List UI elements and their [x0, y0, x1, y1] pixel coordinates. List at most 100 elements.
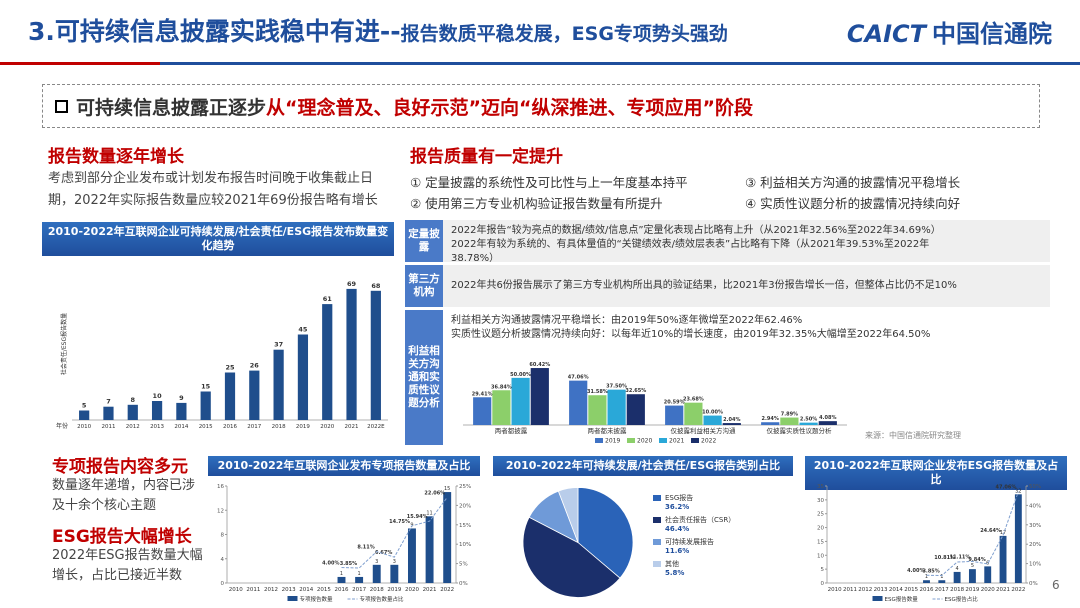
text-line: 2022年报告“较为亮点的数据/绩效/信息点”定量化表现占比略有上升（从2021… [451, 225, 941, 236]
x-tick-label: 2016 [335, 587, 349, 593]
bar [79, 410, 90, 420]
legend-label: 其他 [665, 559, 679, 568]
bar [425, 516, 434, 583]
y-tick-label: 5 [821, 567, 825, 573]
chart-title: 2010-2022年互联网企业发布专项报告数量及占比 [208, 456, 480, 476]
data-label: 15.94% [407, 514, 428, 520]
bar [999, 535, 1007, 583]
bar [665, 405, 684, 425]
x-tick-label: 2015 [317, 587, 331, 593]
legend-label: ESG报告 [665, 493, 693, 502]
x-tick-label: 2010 [229, 587, 243, 593]
text-line: 38.78%） [451, 253, 500, 264]
legend-swatch [653, 495, 661, 501]
y2-tick-label: 0% [1029, 581, 1038, 587]
row-label: 利益相关方沟通和实质性议题分析 [405, 310, 443, 445]
x-tick-label: 2013 [282, 587, 296, 593]
legend-swatch [691, 438, 699, 443]
data-label: 15 [444, 486, 450, 492]
x-tick-label: 2013 [874, 587, 888, 593]
data-label: 14.75% [389, 519, 410, 525]
data-label: 1 [340, 571, 343, 577]
text-line: 2022年有较为系统的、有具体量值的“关键绩效表/绩效层表表”占比略有下降（从2… [451, 239, 930, 250]
text-line: 数量逐年递增，内容已涉 [52, 478, 196, 493]
legend-label: 2022 [701, 438, 716, 445]
data-label: 32.65% [625, 388, 646, 394]
legend-label: 专项报告数量 [300, 595, 334, 603]
legend-swatch [659, 438, 667, 443]
y2-tick-label: 15% [459, 523, 471, 529]
logo-cn: 中国信通院 [932, 20, 1052, 48]
bar [443, 492, 452, 583]
data-label: 29.41% [472, 391, 493, 397]
bar [938, 580, 946, 583]
data-label: 1 [940, 574, 943, 580]
bar [530, 368, 549, 425]
y-tick-label: 20 [817, 526, 824, 532]
banner-lead: 可持续信息披露正逐步 [76, 97, 267, 119]
data-label: 11.6% [665, 547, 689, 555]
bar [923, 580, 930, 583]
title: 3.可持续信息披露实践稳中有进--报告数质平稳发展，ESG专项势头强劲 [28, 12, 728, 48]
x-tick-label: 2017 [352, 587, 366, 593]
row-label: 定量披露 [405, 220, 443, 262]
data-label: 24.64% [980, 528, 1001, 534]
bar [607, 389, 626, 425]
bar [127, 404, 138, 420]
page-number: 6 [1052, 578, 1060, 592]
banner: 可持续信息披露正逐步从“理念普及、良好示范”迈向“纵深推进、专项应用”阶段 [42, 84, 1040, 128]
x-tick-label: 2017 [247, 424, 261, 430]
legend-label: ESG报告数量 [885, 595, 919, 603]
data-label: 45 [298, 326, 308, 334]
x-tick-label: 2020 [405, 587, 419, 593]
y-tick-label: 0 [221, 581, 225, 587]
y2-tick-label: 10% [459, 542, 471, 548]
logo: CAICT 中国信通院 [847, 14, 1052, 49]
data-label: 3.85% [340, 561, 357, 567]
data-label: 10.81% [934, 555, 955, 561]
legend-swatch [653, 517, 661, 523]
data-label: 7.89% [781, 412, 798, 418]
y2-tick-label: 50% [1029, 484, 1041, 490]
legend-label: 2020 [637, 438, 652, 445]
section-text: 数量逐年递增，内容已涉 及十余个核心主题 [52, 476, 195, 516]
pie-slice [522, 516, 621, 598]
data-label: 7 [106, 398, 111, 406]
legend-swatch [653, 561, 661, 567]
data-label: 23.68% [683, 397, 704, 403]
legend-swatch [872, 596, 883, 601]
data-label: 4.08% [819, 415, 836, 421]
legend-label: ESG报告占比 [945, 595, 979, 603]
data-label: 4 [956, 566, 959, 572]
bar [588, 395, 607, 425]
bar [1014, 494, 1022, 583]
table-row: 定量披露 2022年报告“较为亮点的数据/绩效/信息点”定量化表现占比略有上升（… [405, 220, 1050, 264]
bar [151, 401, 163, 420]
x-tick-label: 2011 [843, 587, 857, 593]
data-label: 11.11% [950, 554, 971, 560]
x-tick-label: 2010 [77, 424, 91, 430]
data-label: 69 [347, 280, 357, 288]
point: ④ 实质性议题分析的披露情况持续向好 [745, 196, 961, 211]
bar [346, 288, 357, 420]
legend-swatch [595, 438, 603, 443]
x-tick-label: 2016 [223, 424, 237, 430]
x-tick-label: 2017 [935, 587, 949, 593]
data-label: 61 [323, 295, 333, 303]
bar [176, 402, 187, 420]
chart: 2010 2011 2012 2013 2014 2015 2016 2017 2018 2019… [56, 280, 388, 430]
legend-label: 2021 [669, 438, 684, 445]
y-tick-label: 8 [221, 533, 225, 539]
text-line: 利益相关方沟通披露情况平稳增长：由2019年50%逐年微增至2022年62.46… [451, 315, 803, 326]
data-label: 17 [1000, 530, 1006, 536]
bar [799, 422, 818, 425]
bar [968, 569, 976, 583]
legend-label: 2019 [605, 438, 620, 445]
x-tick-label: 2018 [272, 424, 286, 430]
data-label: 36.2% [665, 503, 689, 511]
point: ② 使用第三方专业机构验证报告数量有所提升 [410, 196, 663, 211]
data-label: 37.50% [606, 384, 627, 390]
y2-tick-label: 20% [1029, 542, 1041, 548]
data-label: 3.85% [922, 569, 939, 575]
